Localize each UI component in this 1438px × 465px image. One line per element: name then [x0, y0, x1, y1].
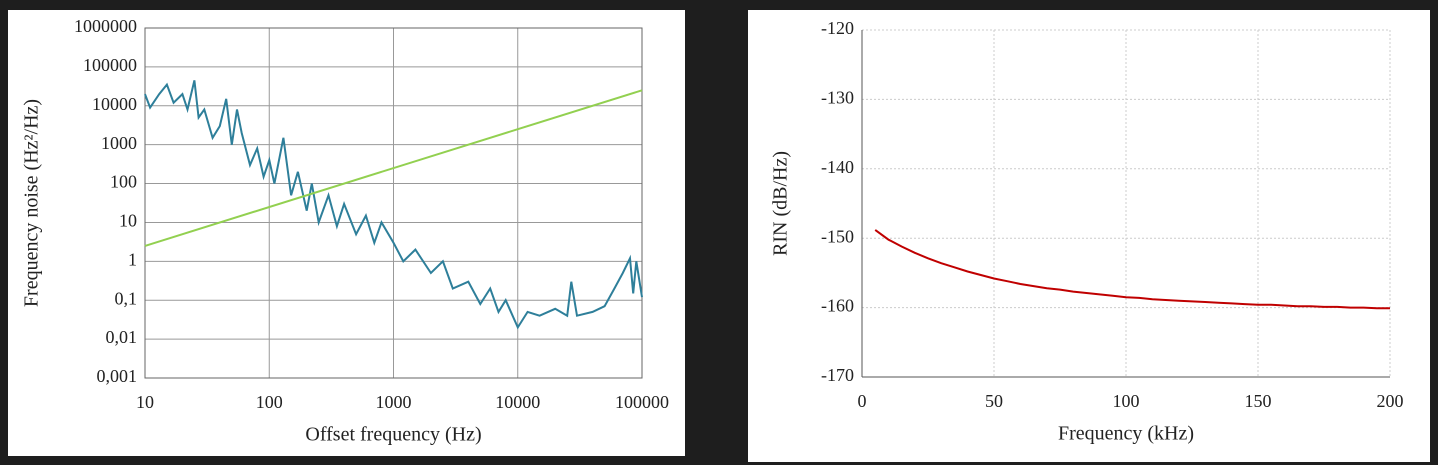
- x-tick-label: 0: [858, 391, 867, 411]
- x-tick-label: 10: [136, 392, 154, 412]
- y-tick-label: 1: [128, 249, 137, 269]
- y-axis-label: Frequency noise (Hz²/Hz): [21, 99, 43, 307]
- y-tick-label: -150: [821, 226, 854, 246]
- y-axis-label: RIN (dB/Hz): [770, 151, 792, 256]
- y-tick-label: -170: [821, 365, 854, 385]
- y-tick-label: 10000: [92, 94, 137, 114]
- y-tick-label: -140: [821, 157, 854, 177]
- x-tick-label: 150: [1245, 391, 1272, 411]
- x-tick-label: 200: [1377, 391, 1404, 411]
- x-tick-label: 100000: [615, 392, 669, 412]
- x-tick-label: 100: [256, 392, 283, 412]
- x-tick-label: 10000: [495, 392, 540, 412]
- line-series: [144, 89, 643, 247]
- x-axis-label: Offset frequency (Hz): [305, 424, 481, 446]
- line-series: [874, 229, 1390, 310]
- x-tick-label: 50: [985, 391, 1003, 411]
- plot-border: [144, 27, 643, 379]
- y-tick-label: 100: [110, 172, 137, 192]
- y-tick-label: 100000: [83, 55, 137, 75]
- y-tick-label: 0,001: [97, 366, 138, 386]
- y-tick-label: -130: [821, 88, 854, 108]
- line-series: [144, 80, 643, 330]
- y-tick-label: 1000000: [74, 16, 137, 36]
- x-axis-label: Frequency (kHz): [1058, 423, 1194, 445]
- x-tick-label: 100: [1113, 391, 1140, 411]
- y-tick-label: 0,01: [106, 327, 138, 347]
- y-tick-label: -160: [821, 296, 854, 316]
- y-tick-label: -120: [821, 18, 854, 38]
- y-tick-label: 10: [119, 211, 137, 231]
- y-tick-label: 0,1: [115, 288, 138, 308]
- x-tick-label: 1000: [376, 392, 412, 412]
- y-tick-label: 1000: [101, 133, 137, 153]
- panel: [8, 10, 685, 456]
